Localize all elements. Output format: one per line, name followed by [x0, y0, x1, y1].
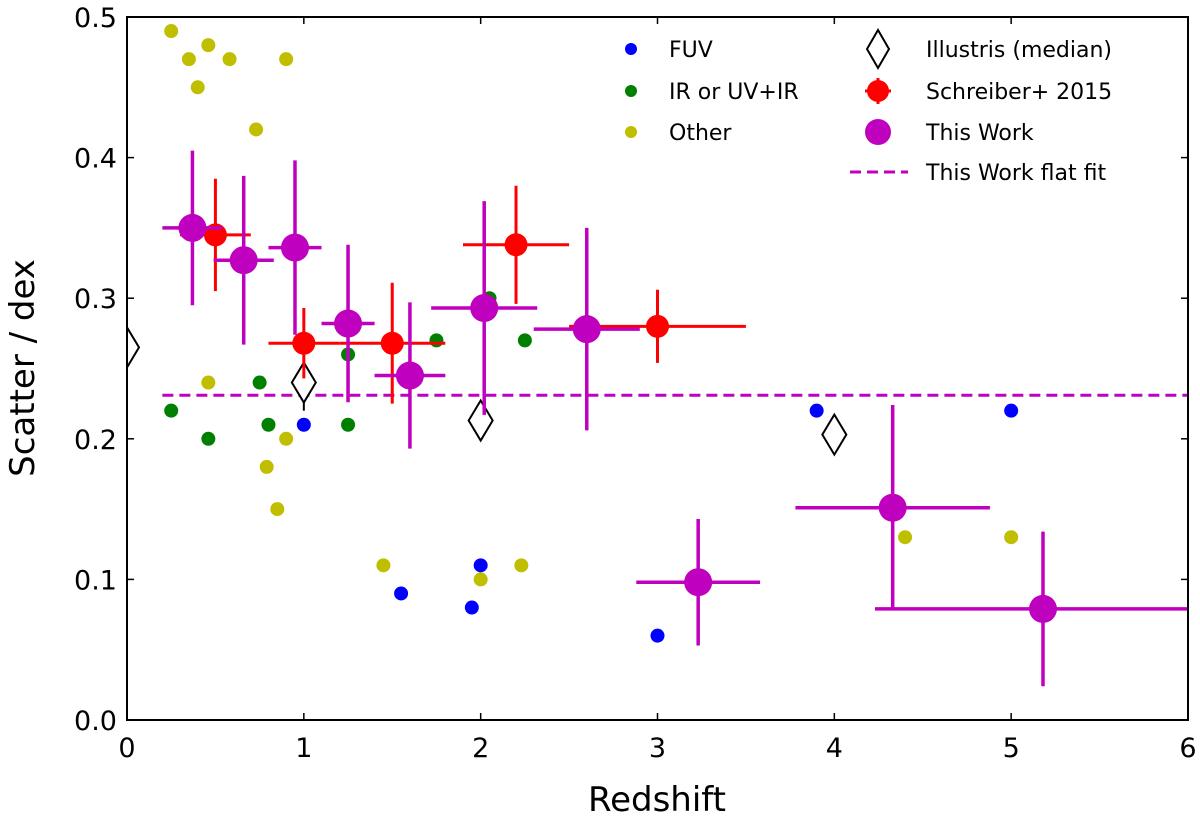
legend: FUV IR or UV+IR Other Illustris (median) Sch…: [625, 28, 1112, 186]
y-tick-label-4: 0.4: [74, 144, 117, 175]
y-tick-label-1: 0.1: [74, 565, 117, 596]
other-point-3: [201, 38, 216, 53]
y-tick-label-0: 0.0: [74, 706, 117, 737]
x-tick-label-5: 5: [1003, 733, 1020, 764]
illustris-point-0: [127, 325, 141, 370]
ir-point-9: [517, 333, 532, 348]
chart-marks: [127, 24, 1188, 687]
schreiber-point-2: [380, 331, 404, 355]
other-point-8: [259, 459, 274, 474]
fuv-point-2: [464, 600, 479, 615]
y-tick-label-5: 0.5: [74, 3, 117, 34]
fuv-point-1: [394, 586, 409, 601]
other-point-11: [376, 558, 391, 573]
x-tick-label-1: 1: [295, 733, 312, 764]
other-point-15: [1004, 530, 1019, 545]
other-point-12: [473, 572, 488, 587]
ir-point-0: [164, 403, 179, 418]
y-tick-label-2: 0.2: [74, 425, 117, 456]
other-point-14: [898, 530, 913, 545]
x-tick-label-3: 3: [649, 733, 666, 764]
x-tick-label-2: 2: [472, 733, 489, 764]
thiswork-point-2: [280, 233, 309, 262]
illustris-point-3: [821, 412, 848, 457]
x-axis-title: Redshift: [588, 780, 726, 816]
other-point-7: [201, 375, 216, 390]
x-tick-label-0: 0: [118, 733, 135, 764]
y-axis-title: Scatter / dex: [3, 259, 43, 477]
other-point-6: [279, 52, 294, 67]
fuv-point-3: [473, 558, 488, 573]
plot-area: [127, 24, 1188, 687]
legend-thiswork-marker: [865, 119, 891, 145]
thiswork-point-1: [229, 246, 258, 275]
legend-schreiber-marker: [867, 80, 889, 102]
other-point-5: [249, 122, 264, 137]
legend-illustris-label-3: Illustris (median): [926, 38, 1112, 63]
fuv-point-4: [650, 628, 665, 643]
thiswork-point-6: [572, 315, 601, 344]
legend-fuv-label-0: FUV: [669, 38, 713, 63]
thiswork-point-7: [684, 568, 713, 597]
other-point-10: [279, 431, 294, 446]
thiswork-point-4: [395, 361, 424, 390]
ir-point-2: [252, 375, 267, 390]
x-tick-label-6: 6: [1179, 733, 1196, 764]
ir-point-6: [429, 333, 444, 348]
x-tick-label-4: 4: [826, 733, 843, 764]
other-point-0: [164, 24, 179, 39]
legend-thiswork-label-5: This Work: [925, 121, 1034, 146]
thiswork-point-9: [1028, 594, 1057, 623]
ir-point-5: [341, 417, 356, 432]
legend-schreiber-label-4: Schreiber+ 2015: [926, 80, 1112, 105]
fuv-point-6: [1004, 403, 1019, 418]
other-point-2: [190, 80, 205, 95]
thiswork-point-3: [334, 309, 363, 338]
legend-ir-label-1: IR or UV+IR: [669, 80, 799, 105]
legend-other-label-2: Other: [669, 121, 732, 146]
ir-point-1: [201, 431, 216, 446]
ir-point-3: [261, 417, 276, 432]
thiswork-point-8: [878, 493, 907, 522]
fuv-point-5: [809, 403, 824, 418]
axis-ticks: 0 1 2 3 4 5 6 0.0 0.1 0.2 0.3 0.4 0.5: [74, 3, 1197, 764]
schreiber-point-1: [292, 331, 316, 355]
legend-thiswork-label-6: This Work flat fit: [925, 161, 1106, 186]
other-point-1: [181, 52, 196, 67]
other-point-4: [222, 52, 237, 67]
other-point-9: [270, 502, 285, 517]
legend-other-marker: [625, 126, 637, 138]
fuv-point-0: [296, 417, 311, 432]
thiswork-point-0: [178, 213, 207, 242]
illustris-point-1: [290, 360, 317, 405]
legend-illustris-marker: [865, 28, 891, 70]
y-tick-label-3: 0.3: [74, 284, 117, 315]
schreiber-point-3: [504, 233, 528, 257]
thiswork-point-5: [470, 294, 499, 323]
other-point-13: [514, 558, 529, 573]
legend-ir-marker: [625, 85, 637, 97]
schreiber-point-4: [646, 314, 669, 338]
legend-fuv-marker: [625, 43, 637, 55]
illustris-point-2: [467, 398, 494, 443]
